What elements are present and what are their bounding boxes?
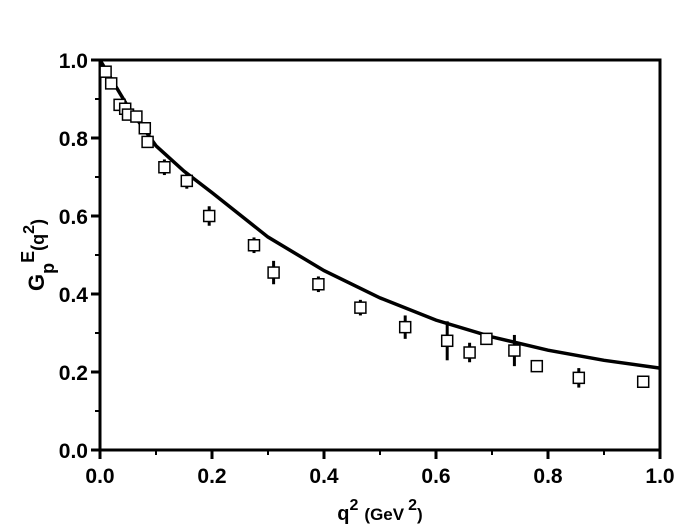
y-label-part: p (38, 263, 58, 274)
y-tick-label: 0.8 (59, 128, 89, 151)
y-label-part: 2 (21, 225, 38, 234)
data-point (530, 359, 544, 373)
y-label-part: E (18, 251, 38, 263)
x-label-part: (GeV (364, 505, 404, 524)
data-point (354, 301, 367, 314)
x-tick-label: 1.0 (645, 465, 674, 488)
data-point (138, 122, 152, 135)
plot-frame (98, 58, 662, 452)
data-point (202, 209, 216, 223)
data-point (312, 278, 325, 291)
data-point (463, 346, 476, 359)
data-point (141, 135, 154, 149)
data-point (99, 65, 112, 78)
x-label-part: q (337, 503, 349, 525)
y-axis-label: GpE(q2) (18, 219, 58, 291)
data-point (440, 334, 454, 348)
data-point (636, 375, 650, 388)
y-tick-label: 0.4 (59, 284, 89, 307)
x-tick-label: 0.2 (197, 465, 226, 488)
data-point (104, 77, 118, 90)
fit-curve (98, 59, 661, 370)
data-point (158, 161, 171, 174)
data-point (572, 371, 586, 385)
y-tick-label: 0.6 (59, 206, 88, 229)
data-point (267, 266, 280, 279)
x-axis-label: q2 (GeV 2) (337, 497, 422, 525)
x-tick-label: 0.4 (309, 465, 339, 488)
data-point (247, 239, 261, 252)
x-tick-label: 0.6 (421, 465, 450, 488)
data-point (398, 320, 412, 334)
y-tick-label: 0.0 (59, 440, 88, 463)
x-label-part: ) (417, 505, 423, 524)
y-tick-label: 1.0 (59, 50, 88, 73)
y-label-part: (q (28, 234, 48, 251)
data-point (180, 174, 194, 188)
x-label-part: 2 (408, 497, 417, 514)
data-point (508, 344, 521, 357)
y-label-part: ) (28, 219, 48, 225)
y-tick-label: 0.2 (59, 362, 88, 385)
x-tick-label: 0.8 (533, 465, 563, 488)
y-label-part: G (24, 274, 49, 291)
x-tick-label: 0.0 (85, 465, 114, 488)
x-label-part: 2 (350, 497, 359, 514)
data-point (480, 332, 493, 346)
data-point (130, 110, 143, 123)
